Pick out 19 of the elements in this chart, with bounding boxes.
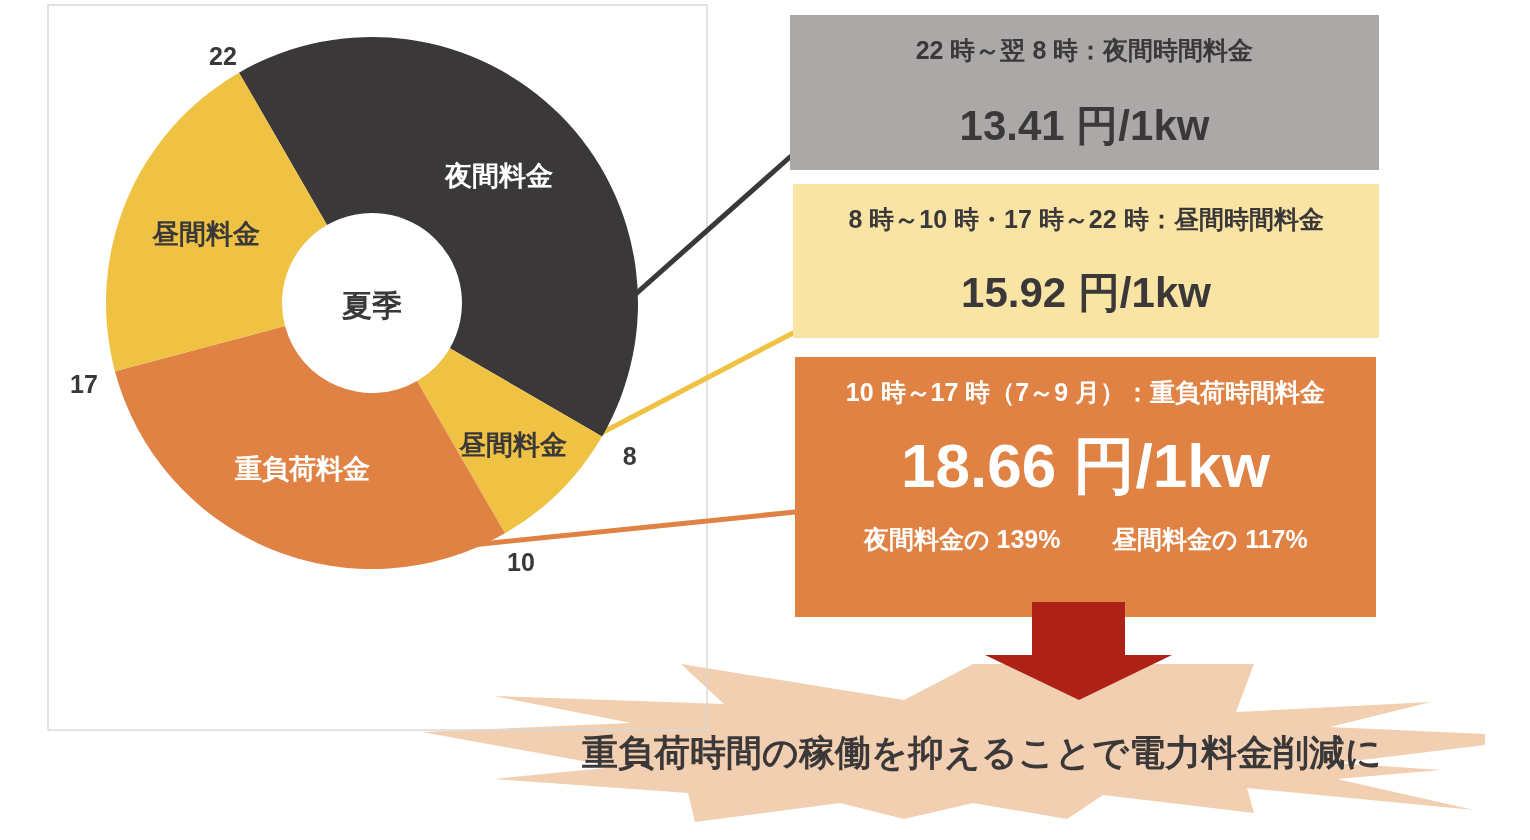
text: 8 xyxy=(622,441,637,470)
text: 夏季 xyxy=(341,288,402,322)
text: 18.66 円/1kw xyxy=(901,430,1271,500)
text: 15.92 円/1kw xyxy=(961,268,1212,316)
text: 8 時～10 時・17 時～22 時：昼間時間料金 xyxy=(848,205,1324,233)
text: 17 xyxy=(70,369,98,398)
text: 10 xyxy=(507,547,535,576)
slice-label: 昼間料金 xyxy=(150,218,260,249)
text: 昼間料金の 117% xyxy=(1111,525,1308,553)
text: 夜間料金の 139% xyxy=(862,525,1061,553)
text: 22 xyxy=(209,42,237,71)
text: 22 時～翌 8 時：夜間時間料金 xyxy=(915,36,1254,64)
slice-label: 昼間料金 xyxy=(458,429,568,460)
slice-label: 重負荷料金 xyxy=(234,454,371,485)
slice-label: 夜間料金 xyxy=(444,160,554,191)
text: 重負荷時間の稼働を抑えることで電力料金削減に xyxy=(582,731,1382,773)
text: 10 時～17 時（7～9 月）：重負荷時間料金 xyxy=(845,378,1326,406)
donut-slice xyxy=(106,72,327,372)
text: 13.41 円/1kw xyxy=(959,101,1210,149)
